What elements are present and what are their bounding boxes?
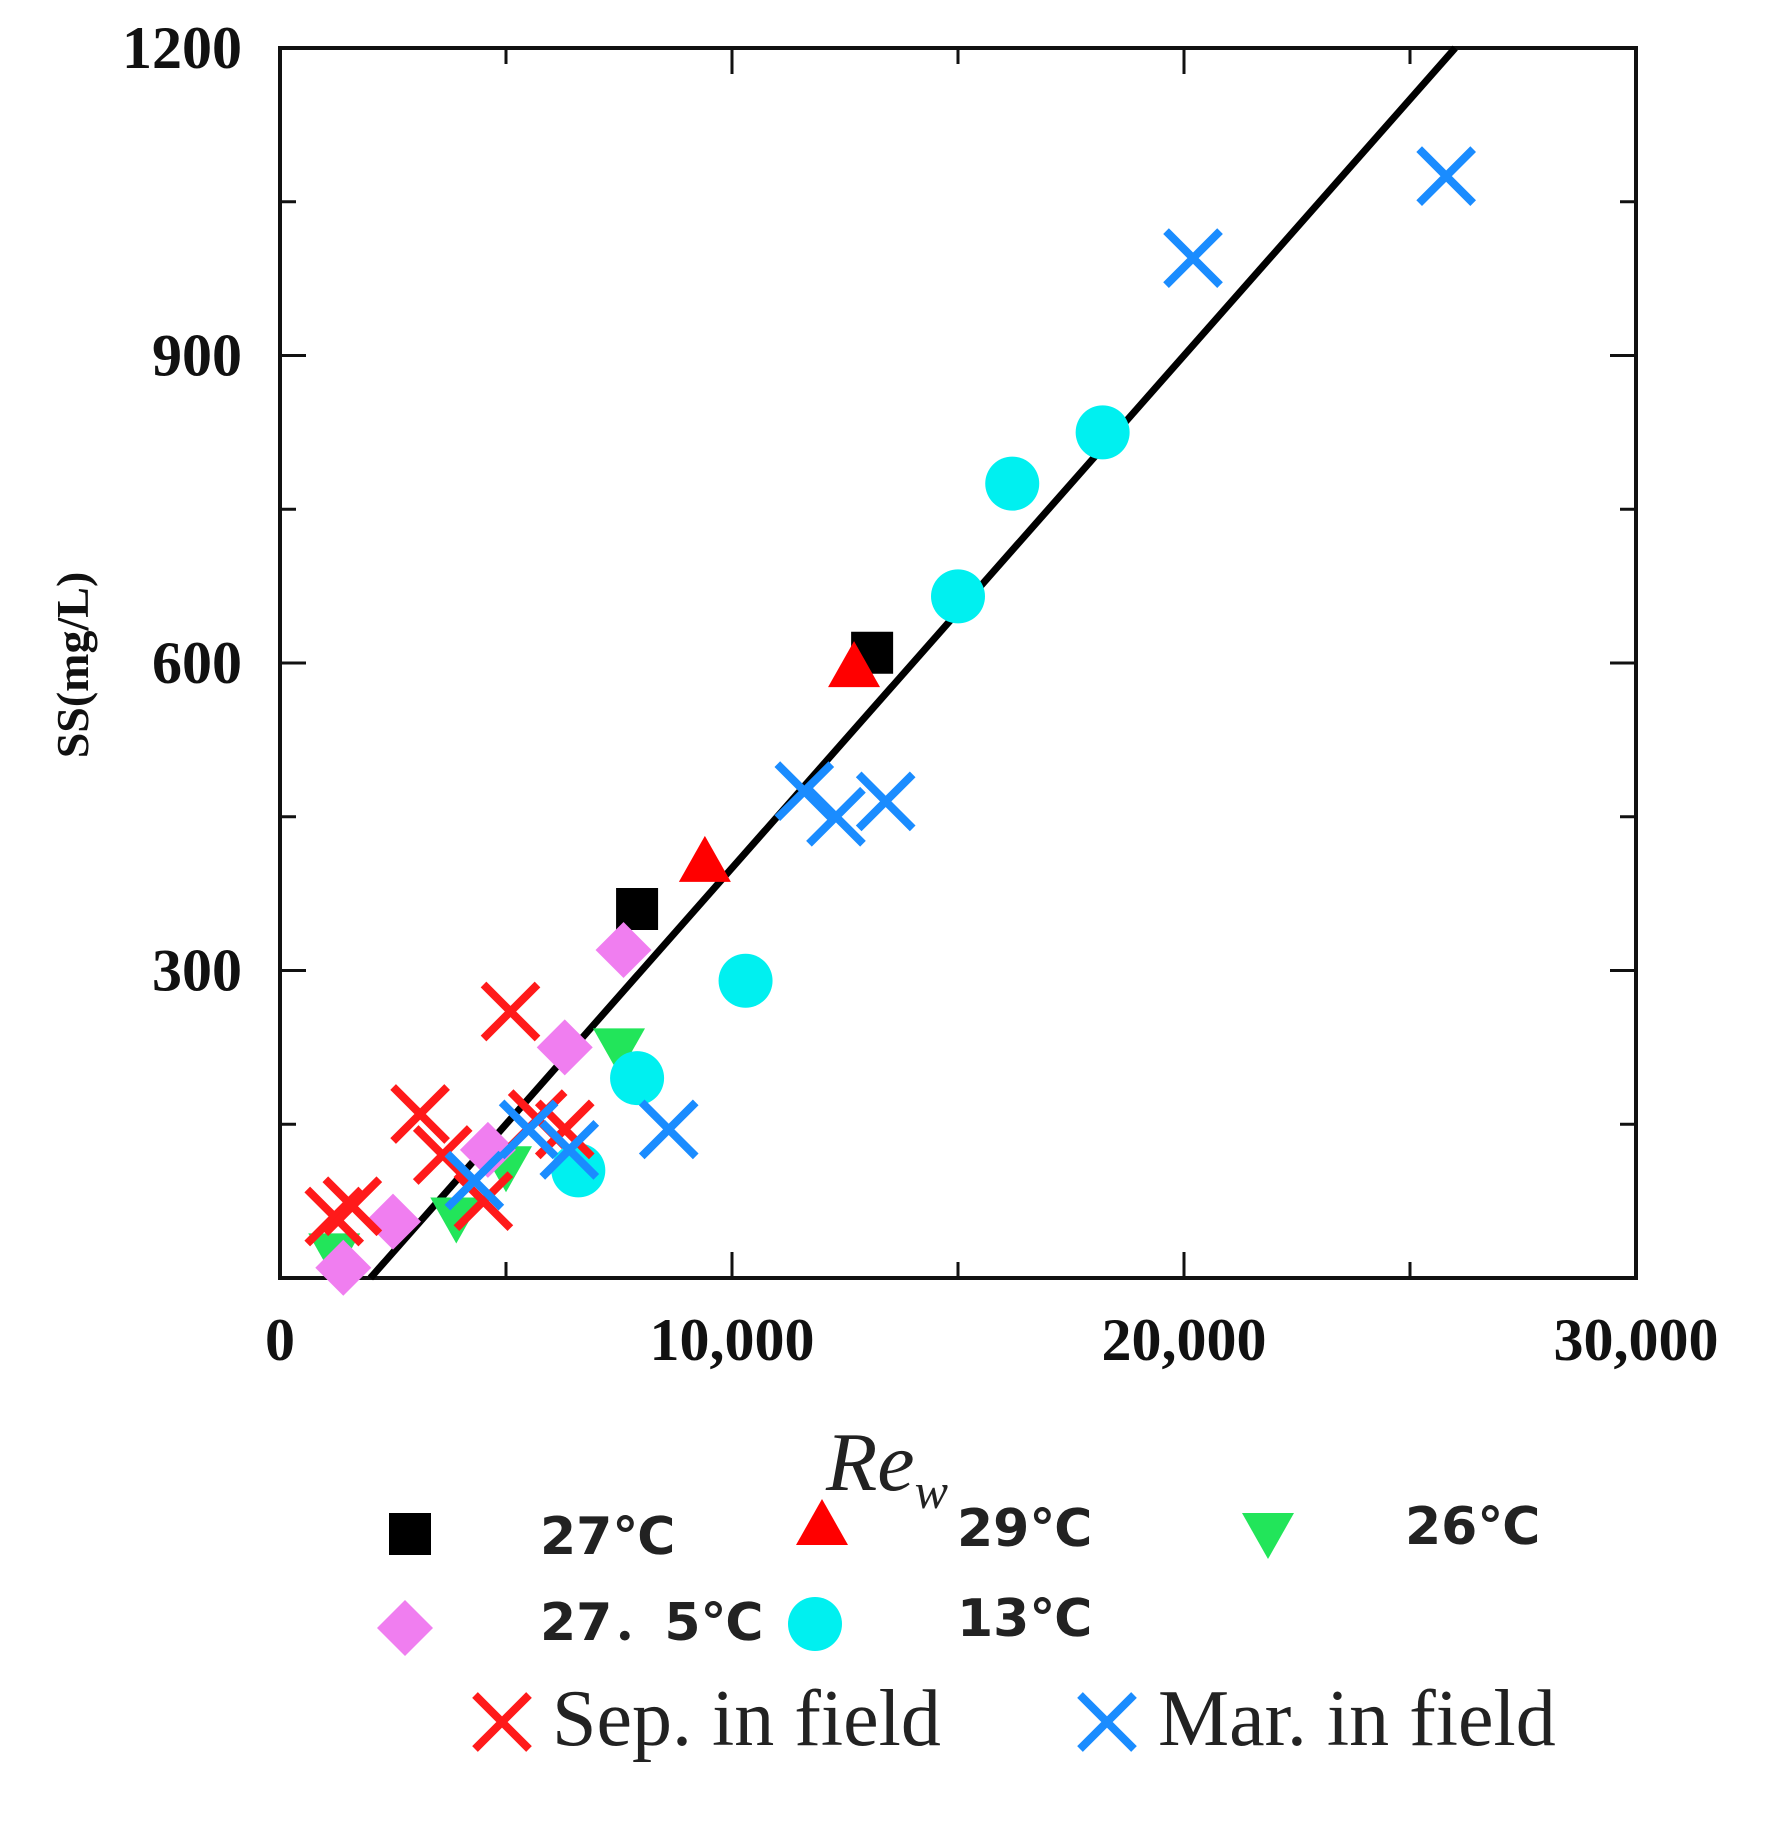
x-axis-label-subscript: w: [915, 1463, 948, 1519]
y-axis-label: SS(mg/L): [47, 572, 98, 759]
data-point: [774, 761, 835, 821]
legend-marker: [796, 1499, 848, 1545]
data-point: [390, 1084, 450, 1144]
data-point: [678, 835, 731, 882]
legend-marker: [788, 1597, 842, 1651]
data-point: [459, 1121, 516, 1178]
legend-label: 27．5℃: [540, 1593, 764, 1653]
legend-marker: [1077, 1692, 1137, 1752]
legend-label: 13℃: [957, 1589, 1092, 1649]
legend-marker: [377, 1600, 433, 1656]
data-point: [444, 1150, 505, 1211]
y-tick-label: 1200: [122, 15, 242, 81]
data-point: [806, 786, 866, 847]
x-tick-label: 30,000: [1554, 1307, 1719, 1373]
y-tick-label: 900: [152, 323, 242, 389]
data-point: [1075, 405, 1130, 460]
data-point: [304, 1186, 365, 1247]
series-3: [315, 922, 652, 1296]
x-axis-label-main: Re: [825, 1416, 915, 1509]
y-axis-ticks: [280, 200, 1636, 1126]
fit-line: [367, 45, 1458, 1281]
legend-marker: [472, 1692, 532, 1752]
legend-marker: [1242, 1513, 1294, 1559]
legend: 27℃ 29℃ 26℃ 27．5℃ 13℃ Sep. in field Mar. in fi…: [377, 1497, 1556, 1763]
legend-item: 29℃: [796, 1499, 1092, 1559]
legend-marker: [389, 1513, 431, 1555]
x-tick-label: 20,000: [1102, 1307, 1267, 1373]
data-point: [315, 1239, 372, 1296]
data-point: [498, 1099, 559, 1160]
legend-item: Sep. in field: [472, 1675, 941, 1763]
data-point: [638, 1099, 699, 1160]
x-tick-label: 0: [265, 1307, 295, 1373]
y-tick-label: 300: [152, 938, 242, 1004]
data-point: [595, 922, 652, 978]
data-point: [1163, 228, 1223, 288]
legend-item: 13℃: [788, 1589, 1092, 1651]
data-point: [985, 456, 1040, 511]
x-axis-tick-labels: 0 10,000 20,000 30,000: [265, 1307, 1719, 1373]
legend-label: 29℃: [957, 1499, 1092, 1559]
legend-item: Mar. in field: [1077, 1675, 1556, 1763]
x-axis-ticks: [504, 48, 1412, 1278]
series-1: [678, 641, 881, 882]
data-point: [453, 1171, 514, 1231]
legend-item: 27℃: [389, 1507, 675, 1567]
data-markers: [304, 146, 1476, 1296]
data-point: [430, 1197, 483, 1244]
legend-item: 26℃: [1242, 1497, 1540, 1559]
data-point: [365, 1193, 421, 1250]
legend-item: 27．5℃: [377, 1593, 764, 1656]
data-point: [551, 1143, 606, 1198]
data-point: [480, 981, 541, 1042]
fit-line-group: [367, 45, 1458, 1281]
data-point: [322, 1176, 383, 1237]
data-point: [536, 1019, 593, 1076]
y-axis-tick-labels: 300 600 900 1200: [122, 15, 242, 1004]
data-point: [855, 771, 916, 832]
data-point: [539, 1120, 600, 1180]
legend-label: 26℃: [1405, 1497, 1540, 1557]
series-6: [444, 146, 1476, 1211]
data-point: [610, 1051, 665, 1106]
legend-label: Mar. in field: [1158, 1675, 1556, 1763]
data-point: [828, 641, 881, 688]
data-point: [718, 953, 773, 1008]
y-tick-label: 600: [152, 630, 242, 696]
legend-label: 27℃: [540, 1507, 675, 1567]
legend-label: Sep. in field: [552, 1675, 941, 1763]
data-point: [931, 569, 985, 624]
x-tick-label: 10,000: [650, 1307, 815, 1373]
x-axis-label: Rew: [825, 1416, 948, 1519]
data-point: [593, 1028, 645, 1075]
data-point: [1416, 146, 1476, 206]
